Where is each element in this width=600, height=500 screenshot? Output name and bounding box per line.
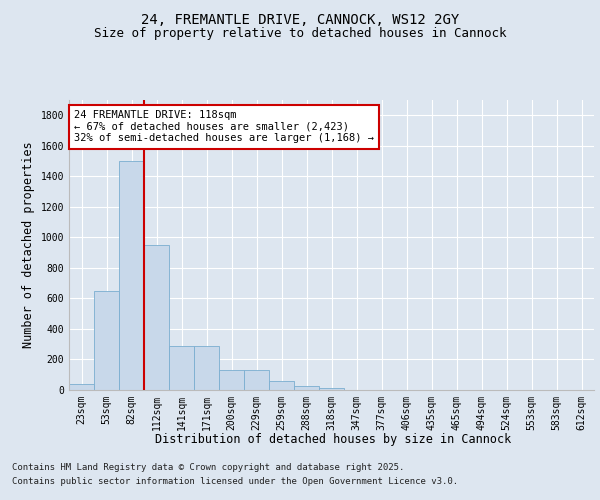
Text: 24 FREMANTLE DRIVE: 118sqm
← 67% of detached houses are smaller (2,423)
32% of s: 24 FREMANTLE DRIVE: 118sqm ← 67% of deta… xyxy=(74,110,374,144)
Bar xyxy=(319,388,344,390)
Bar xyxy=(219,370,244,390)
Text: Contains HM Land Registry data © Crown copyright and database right 2025.: Contains HM Land Registry data © Crown c… xyxy=(12,462,404,471)
Bar xyxy=(94,291,119,390)
Text: Contains public sector information licensed under the Open Government Licence v3: Contains public sector information licen… xyxy=(12,478,458,486)
Text: Distribution of detached houses by size in Cannock: Distribution of detached houses by size … xyxy=(155,432,511,446)
Bar xyxy=(119,161,144,390)
Bar xyxy=(194,346,219,390)
Text: 24, FREMANTLE DRIVE, CANNOCK, WS12 2GY: 24, FREMANTLE DRIVE, CANNOCK, WS12 2GY xyxy=(141,12,459,26)
Bar xyxy=(269,381,294,390)
Bar xyxy=(169,346,194,390)
Bar xyxy=(244,370,269,390)
Text: Size of property relative to detached houses in Cannock: Size of property relative to detached ho… xyxy=(94,28,506,40)
Bar xyxy=(294,386,319,390)
Bar xyxy=(144,245,169,390)
Y-axis label: Number of detached properties: Number of detached properties xyxy=(22,142,35,348)
Bar xyxy=(69,384,94,390)
